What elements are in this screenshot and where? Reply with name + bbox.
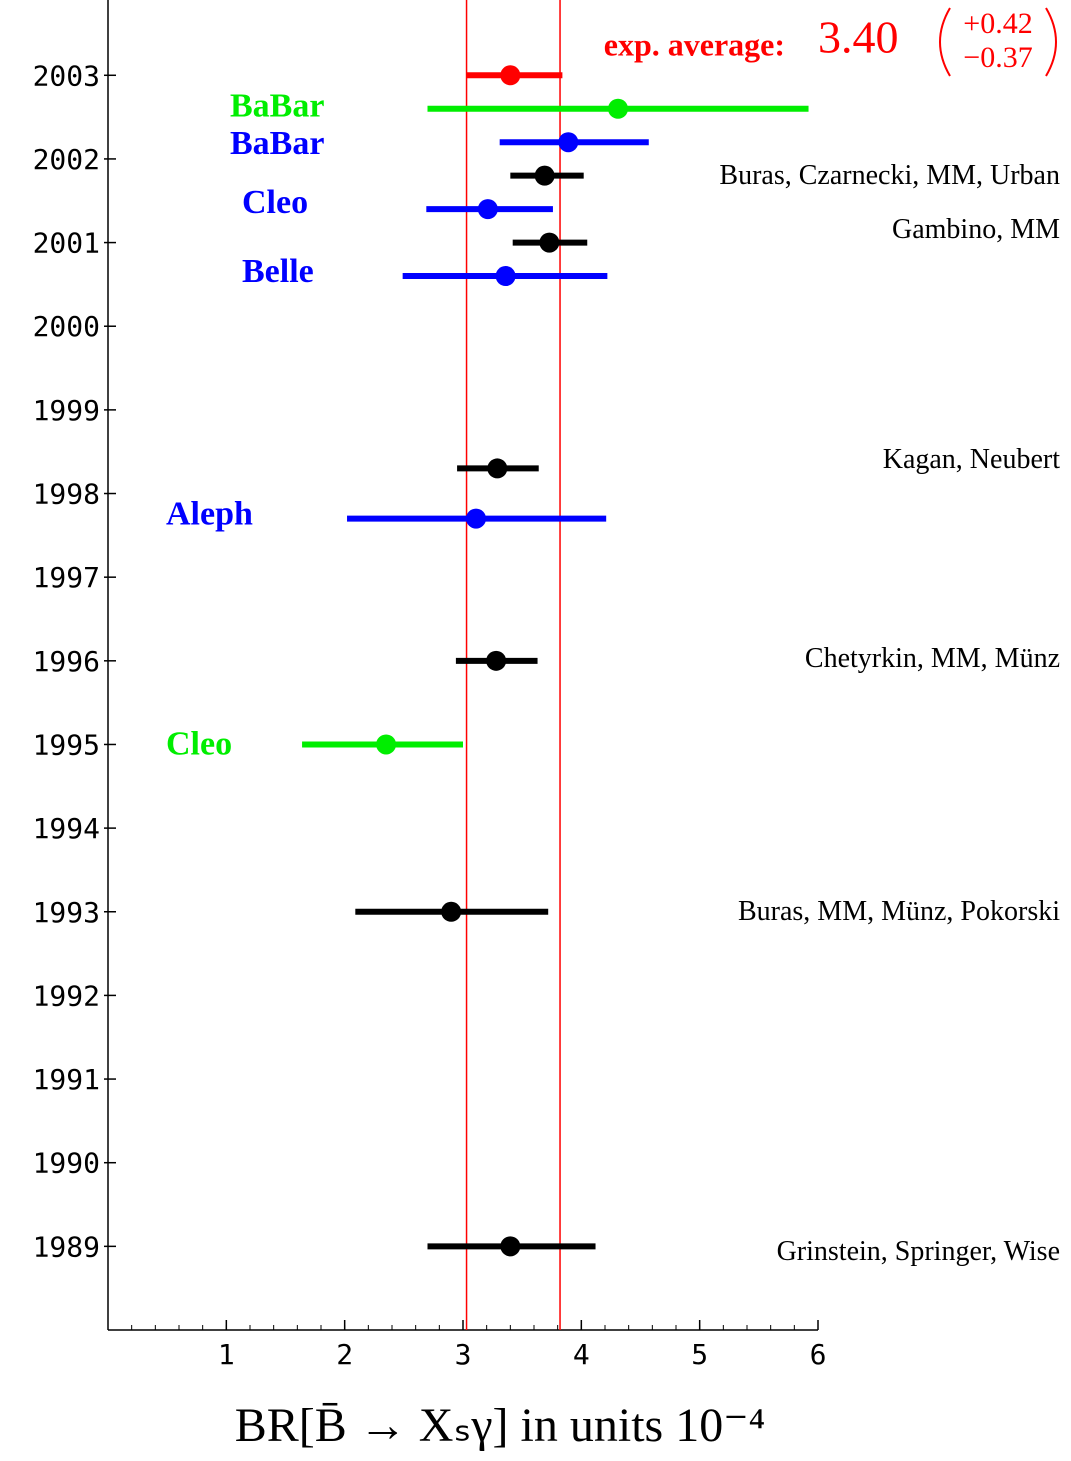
y-tick-label: 1991 — [33, 1063, 100, 1096]
y-tick-label: 1994 — [33, 812, 100, 845]
err-plus: +0.42 — [963, 7, 1032, 40]
x-tick-label: 6 — [810, 1338, 827, 1371]
y-tick-label: 2003 — [33, 59, 100, 92]
x-tick-label: 3 — [455, 1338, 472, 1371]
x-tick-label: 2 — [336, 1338, 353, 1371]
point — [376, 734, 397, 755]
author-label: Grinstein, Springer, Wise — [777, 1236, 1060, 1267]
paren — [939, 7, 951, 77]
experiment-label: BaBar — [230, 125, 324, 162]
author-label: Kagan, Neubert — [883, 444, 1060, 475]
x-tick-label: 4 — [573, 1338, 590, 1371]
y-tick-label: 1992 — [33, 979, 100, 1012]
average-value: 3.40 — [818, 12, 899, 63]
point — [558, 132, 579, 153]
point — [487, 458, 508, 479]
y-tick-label: 2002 — [33, 143, 100, 176]
experiment-label: Belle — [242, 253, 314, 290]
experiment-label: Aleph — [166, 495, 253, 532]
paren — [1045, 7, 1057, 77]
x-axis-label: BR[B̄ → Xₛγ] in units 10⁻⁴ — [235, 1399, 766, 1452]
y-tick-label: 2000 — [33, 310, 100, 343]
point — [608, 98, 629, 119]
point — [441, 901, 462, 922]
point — [500, 65, 521, 86]
author-label: Buras, MM, Münz, Pokorski — [738, 896, 1060, 927]
y-tick-label: 1997 — [33, 561, 100, 594]
y-tick-label: 2001 — [33, 227, 100, 260]
point — [495, 266, 516, 287]
x-tick-label: 5 — [691, 1338, 708, 1371]
y-tick-label: 1990 — [33, 1147, 100, 1180]
experiment-label: Cleo — [242, 184, 308, 221]
author-label: Gambino, MM — [892, 214, 1060, 245]
experiment-label: Cleo — [166, 725, 232, 762]
experiment-label: BaBar — [230, 88, 324, 125]
y-tick-label: 1998 — [33, 478, 100, 511]
y-tick-label: 1999 — [33, 394, 100, 427]
point — [477, 199, 498, 220]
y-tick-label: 1989 — [33, 1230, 100, 1263]
point — [486, 650, 507, 671]
point — [539, 232, 560, 253]
point — [534, 165, 555, 186]
point — [500, 1236, 521, 1257]
average-label: exp. average: — [604, 26, 785, 62]
author-label: Buras, Czarnecki, MM, Urban — [719, 160, 1060, 191]
point — [466, 508, 487, 529]
y-tick-label: 1996 — [33, 645, 100, 678]
author-label: Chetyrkin, MM, Münz — [805, 643, 1060, 674]
x-tick-label: 1 — [218, 1338, 235, 1371]
err-minus: −0.37 — [963, 41, 1032, 74]
y-tick-label: 1995 — [33, 728, 100, 761]
y-tick-label: 1993 — [33, 896, 100, 929]
